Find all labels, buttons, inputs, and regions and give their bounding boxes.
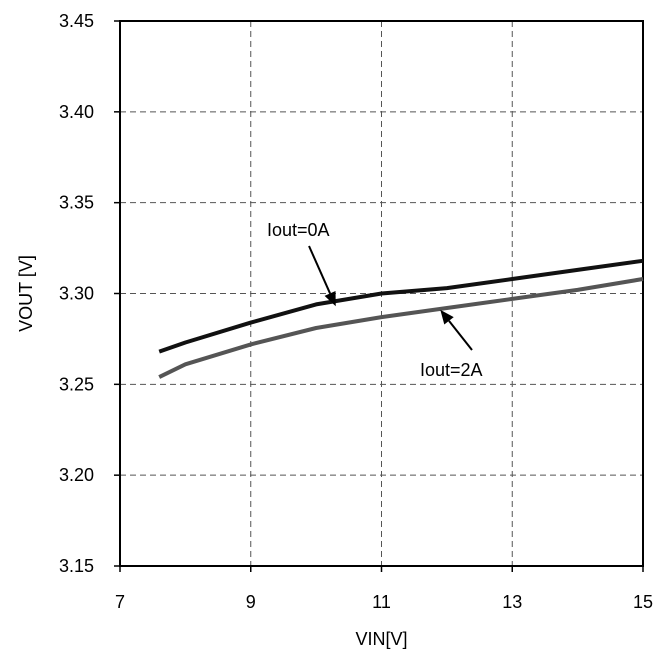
annotation-arrow-iout-0a	[308, 245, 331, 294]
annotation-label-iout-2a: Iout=2A	[420, 360, 483, 380]
y-tick-label: 3.40	[59, 102, 94, 122]
annotation-layer: Iout=0A Iout=2A	[267, 220, 483, 380]
x-axis-ticks: 7 9 11 13 15	[115, 566, 653, 612]
series-line-iout-0a	[158, 258, 644, 354]
x-axis-label: VIN[V]	[355, 629, 407, 649]
y-tick-label: 3.25	[59, 374, 94, 394]
x-tick-label: 7	[115, 592, 125, 612]
x-tick-label: 11	[372, 592, 391, 612]
annotation-arrowhead-iout-0a	[324, 290, 336, 307]
x-tick-label: 13	[502, 592, 522, 612]
y-tick-label: 3.20	[59, 465, 94, 485]
y-tick-label: 3.15	[59, 556, 94, 576]
y-tick-label: 3.30	[59, 284, 94, 304]
series-line-iout-2a	[158, 277, 644, 379]
x-tick-label: 15	[633, 592, 653, 612]
annotation-arrow-iout-2a	[448, 320, 473, 351]
annotation-label-iout-0a: Iout=0A	[267, 220, 330, 240]
y-axis-ticks: 3.15 3.20 3.25 3.30 3.35 3.40 3.45	[59, 11, 120, 576]
y-tick-label: 3.45	[59, 11, 94, 31]
annotation-arrowhead-iout-2a	[440, 309, 454, 325]
x-tick-label: 9	[246, 592, 256, 612]
y-axis-label: VOUT [V]	[16, 255, 36, 332]
y-tick-label: 3.35	[59, 193, 94, 213]
series-layer	[158, 258, 644, 379]
